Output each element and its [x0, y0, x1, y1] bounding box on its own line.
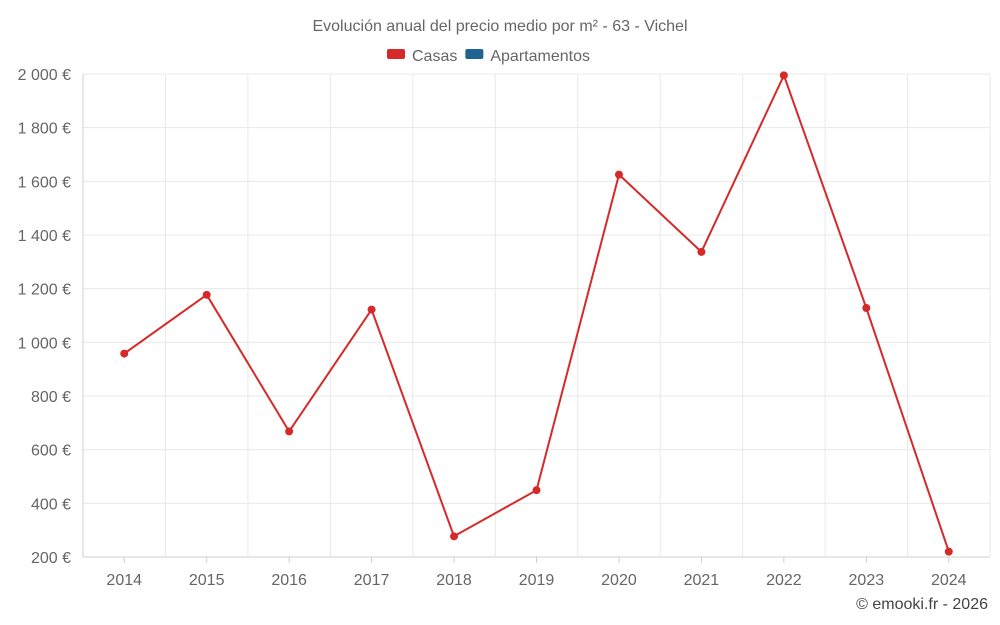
y-axis-tick-labels: 200 € 400 € 600 € 800 € 1 000 € 1 200 € 1 400 … [18, 67, 71, 567]
data-point [450, 532, 459, 541]
x-tick-label: 2018 [436, 572, 472, 589]
y-tick-label: 1 200 € [18, 282, 71, 299]
legend: Casas Apartamentos [387, 48, 590, 65]
data-point [862, 303, 871, 312]
x-tick-label: 2024 [931, 572, 967, 589]
x-axis-tick-labels: 2014 2015 2016 2017 2018 2019 2020 2021 2022 2023… [106, 572, 966, 589]
x-tick-label: 2017 [354, 572, 390, 589]
y-tick-label: 400 € [31, 496, 71, 513]
x-tick-label: 2019 [519, 572, 555, 589]
data-point [202, 290, 211, 299]
data-point [532, 486, 541, 495]
data-point [779, 71, 788, 80]
data-point [614, 170, 623, 179]
credit-label: © emooki.fr - 2026 [856, 596, 988, 613]
chart-title: Evolución anual del precio medio por m² … [312, 18, 687, 35]
y-tick-label: 1 800 € [18, 121, 71, 138]
legend-swatch [465, 49, 484, 59]
data-point [285, 427, 294, 436]
legend-label: Casas [412, 48, 457, 65]
y-tick-label: 200 € [31, 550, 71, 567]
x-tick-label: 2015 [189, 572, 225, 589]
x-tick-label: 2016 [271, 572, 307, 589]
x-tick-label: 2022 [766, 572, 802, 589]
x-tick-label: 2021 [684, 572, 720, 589]
y-tick-label: 1 600 € [18, 174, 71, 191]
y-tick-label: 800 € [31, 389, 71, 406]
x-tick-label: 2023 [849, 572, 885, 589]
series-layer [120, 71, 953, 556]
y-tick-label: 1 000 € [18, 335, 71, 352]
data-point [944, 547, 953, 556]
x-tick-label: 2014 [106, 572, 142, 589]
data-point [367, 305, 376, 314]
y-tick-label: 1 400 € [18, 228, 71, 245]
grid [82, 73, 991, 563]
legend-swatch [387, 49, 405, 59]
data-point [120, 349, 129, 358]
legend-label: Apartamentos [490, 48, 590, 65]
data-point [697, 247, 706, 256]
y-tick-label: 2 000 € [18, 67, 71, 84]
x-tick-label: 2020 [601, 572, 637, 589]
y-tick-label: 600 € [31, 443, 71, 460]
